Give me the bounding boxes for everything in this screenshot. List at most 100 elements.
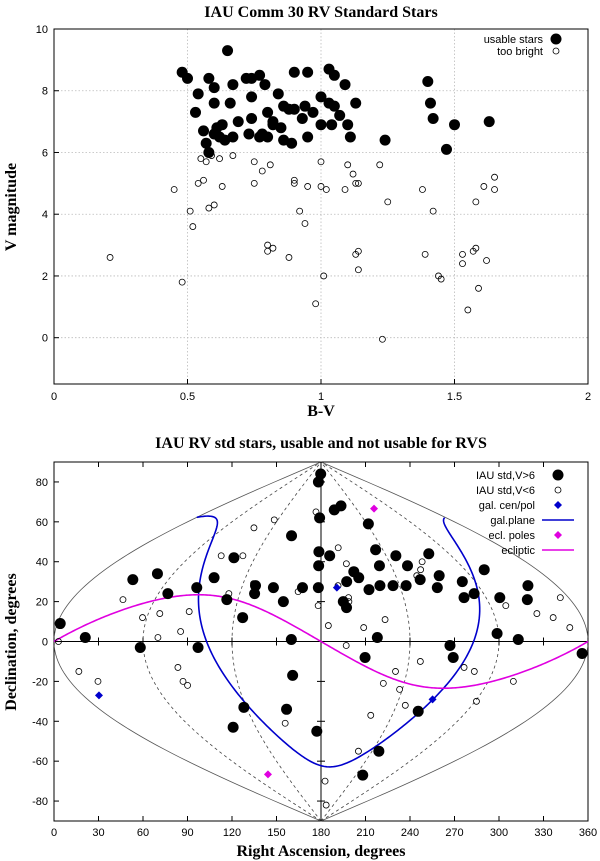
bottom-y-tick-label: 40 <box>36 557 48 569</box>
usable-star-point <box>254 69 266 81</box>
too-bright-point <box>301 220 309 227</box>
bottom-x-axis-label: Right Ascension, degrees <box>236 843 405 860</box>
bright-star-point <box>179 677 187 685</box>
bottom-x-tick-label: 360 <box>579 827 597 839</box>
usable-star-point <box>339 79 351 91</box>
too-bright-point <box>258 167 266 175</box>
usable-star-point <box>192 88 204 100</box>
bright-star-point <box>566 624 574 631</box>
top-y-tick-label: 0 <box>42 333 48 345</box>
usable-star-point <box>190 106 202 118</box>
usable-star-point <box>424 97 436 109</box>
bottom-y-tick-label: 20 <box>36 597 48 609</box>
usable-star-point <box>208 97 220 109</box>
bottom-y-tick-label: 0 <box>42 637 48 649</box>
usable-star-point <box>576 647 588 659</box>
too-bright-point <box>317 183 325 190</box>
bottom-x-tick-label: 90 <box>181 827 193 839</box>
too-bright-point <box>202 158 210 166</box>
usable-star-point <box>286 137 298 149</box>
too-bright-point <box>317 158 325 166</box>
bottom-x-tick-label: 30 <box>92 827 104 839</box>
top-y-tick-label: 10 <box>36 24 48 36</box>
usable-star-point <box>134 641 146 653</box>
bright-star-point <box>217 552 225 560</box>
legend-gal-cen-pol-marker <box>554 501 562 509</box>
bottom-chart-title: IAU RV std stars, usable and not usable … <box>155 435 487 452</box>
top-y-axis-label: V magnitude <box>3 163 20 251</box>
top-x-tick-label: 1 <box>318 391 324 403</box>
usable-star-point <box>162 588 174 600</box>
too-bright-point <box>459 260 466 268</box>
usable-star-point <box>277 596 289 608</box>
too-bright-point <box>194 179 202 187</box>
usable-star-point <box>456 576 468 588</box>
bottom-y-tick-label: -40 <box>32 716 48 728</box>
bottom-y-axis-label: Declination, degrees <box>3 573 20 710</box>
too-bright-point <box>106 254 114 261</box>
usable-star-point <box>341 602 353 614</box>
usable-star-point <box>373 745 385 757</box>
too-bright-point <box>354 266 362 274</box>
usable-star-point <box>362 518 374 530</box>
usable-star-point <box>302 66 314 78</box>
too-bright-point <box>250 179 258 187</box>
bright-star-point <box>342 560 350 568</box>
usable-star-point <box>127 574 139 586</box>
bright-star-point <box>185 608 193 615</box>
usable-star-point <box>433 570 445 582</box>
usable-star-point <box>359 651 371 663</box>
bright-star-point <box>119 596 127 604</box>
bottom-y-tick-label: 60 <box>36 517 48 529</box>
usable-star-point <box>350 97 362 109</box>
usable-star-point <box>512 634 524 646</box>
legend-usable-marker <box>550 33 562 45</box>
usable-star-point <box>478 564 490 576</box>
too-bright-point <box>349 170 357 178</box>
usable-star-point <box>341 576 353 588</box>
bright-star-point <box>342 642 350 649</box>
top-chart-title: IAU Comm 30 RV Standard Stars <box>204 4 437 21</box>
usable-star-point <box>342 119 354 131</box>
bottom-y-tick-label: -20 <box>32 676 48 688</box>
too-bright-point <box>341 186 349 193</box>
bright-star-point <box>154 634 162 641</box>
usable-star-point <box>287 669 299 681</box>
too-bright-point <box>216 155 223 163</box>
usable-star-point <box>203 72 215 84</box>
usable-star-point <box>249 588 261 600</box>
usable-star-point <box>458 592 470 604</box>
top-y-tick-label: 6 <box>42 147 48 159</box>
usable-star-point <box>315 468 327 480</box>
bright-star-point <box>379 679 387 687</box>
legend-bright-marker <box>552 47 560 55</box>
legend-gal-cen-pol: gal. cen/pol <box>479 500 535 512</box>
usable-star-point <box>307 106 319 118</box>
top-x-tick-label: 0 <box>51 391 57 403</box>
bright-star-point <box>324 622 332 629</box>
usable-star-point <box>286 530 298 542</box>
usable-star-point <box>370 544 382 556</box>
usable-star-point <box>334 109 346 121</box>
usable-star-point <box>221 594 233 606</box>
usable-star-point <box>246 91 258 103</box>
usable-star-point <box>151 568 163 580</box>
galactic-pole-marker <box>332 583 341 592</box>
top-x-axis-label: B-V <box>307 403 335 420</box>
usable-star-point <box>198 125 210 137</box>
bright-star-point <box>381 616 389 623</box>
usable-star-point <box>357 769 369 781</box>
bottom-x-tick-label: 300 <box>490 827 508 839</box>
usable-star-point <box>302 131 314 143</box>
too-bright-point <box>269 244 277 252</box>
usable-star-point <box>299 100 311 112</box>
usable-star-point <box>344 131 356 143</box>
usable-star-point <box>275 122 287 134</box>
usable-star-point <box>222 45 234 57</box>
bottom-x-tick-label: 270 <box>445 827 463 839</box>
too-bright-point <box>480 183 488 190</box>
too-bright-point <box>464 306 472 314</box>
usable-star-point <box>328 69 340 81</box>
bright-star-point <box>156 610 164 617</box>
